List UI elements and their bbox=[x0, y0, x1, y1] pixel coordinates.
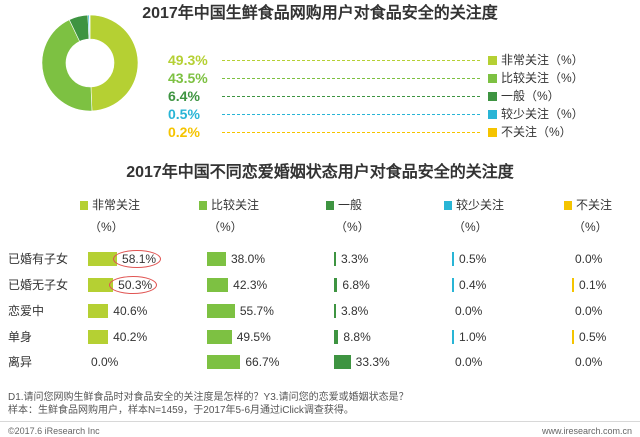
legend-swatch bbox=[488, 55, 497, 65]
bar-value-label: 0.0% bbox=[575, 355, 603, 369]
row-label: 单身 bbox=[8, 330, 33, 344]
column-header-label: 不关注 bbox=[576, 198, 613, 212]
bar-value-label: 0.0% bbox=[91, 355, 119, 369]
bar-value-label: 1.0% bbox=[459, 330, 487, 344]
donut-slice bbox=[41, 19, 93, 112]
column-header-unit: （%） bbox=[335, 220, 370, 234]
donut-value-label: 0.5% bbox=[168, 106, 200, 122]
row-label: 离异 bbox=[8, 355, 33, 369]
column-header-swatch bbox=[199, 201, 207, 210]
highlight-ring bbox=[109, 276, 158, 294]
footnote-sample: 样本：生鲜食品网购用户，样本N=1459，于2017年5-6月通过iClick调… bbox=[8, 405, 354, 416]
column-header-unit: （%） bbox=[89, 220, 124, 234]
bar-value-label: 0.5% bbox=[459, 252, 487, 266]
legend-swatch bbox=[488, 127, 497, 137]
bar-chart-title: 2017年中国不同恋爱婚姻状态用户对食品安全的关注度 bbox=[126, 164, 514, 181]
column-header-swatch bbox=[80, 201, 88, 210]
bar-value-label: 6.8% bbox=[342, 278, 370, 292]
footer-divider bbox=[0, 421, 640, 422]
bar bbox=[88, 278, 114, 292]
bar bbox=[207, 278, 229, 292]
legend-swatch bbox=[488, 109, 497, 119]
copyright: ©2017.6 iResearch Inc bbox=[8, 426, 100, 436]
bar bbox=[334, 330, 339, 344]
bar bbox=[572, 330, 574, 344]
column-header-swatch bbox=[326, 201, 334, 210]
bar-value-label: 55.7% bbox=[239, 304, 274, 318]
bar-value-label: 38.0% bbox=[231, 252, 266, 266]
legend-swatch bbox=[488, 73, 497, 83]
bar bbox=[334, 252, 336, 266]
legend-label: 比较关注（%） bbox=[501, 71, 584, 85]
bar-value-label: 3.3% bbox=[341, 252, 369, 266]
column-header-label: 比较关注 bbox=[211, 198, 260, 212]
bar bbox=[207, 330, 232, 344]
bar bbox=[207, 252, 226, 266]
row-label: 已婚有子女 bbox=[8, 252, 69, 266]
donut-value-label: 6.4% bbox=[168, 88, 200, 104]
bar-value-label: 33.3% bbox=[355, 355, 390, 369]
bar-value-label: 0.4% bbox=[459, 278, 487, 292]
legend-label: 不关注（%） bbox=[501, 125, 572, 139]
bar bbox=[88, 252, 118, 266]
row-label: 恋爱中 bbox=[8, 304, 45, 318]
bar bbox=[452, 330, 454, 344]
bar bbox=[334, 304, 336, 318]
bar bbox=[334, 355, 351, 369]
legend-leader-line bbox=[222, 96, 480, 97]
footnote-question: D1.请问您网购生鲜食品时对食品安全的关注度是怎样的？Y3.请问您的恋爱或婚姻状… bbox=[8, 392, 409, 403]
column-header-label: 较少关注 bbox=[456, 198, 505, 212]
bar bbox=[452, 278, 454, 292]
donut-slice bbox=[89, 14, 91, 40]
donut-value-label: 43.5% bbox=[168, 70, 208, 86]
column-header-label: 非常关注 bbox=[92, 198, 141, 212]
website: www.iresearch.com.cn bbox=[541, 426, 632, 436]
column-header-swatch bbox=[564, 201, 572, 210]
bar-value-label: 40.6% bbox=[113, 304, 148, 318]
bar bbox=[452, 252, 454, 266]
bar-value-label: 40.2% bbox=[113, 330, 148, 344]
donut-value-label: 0.2% bbox=[168, 124, 200, 140]
column-header-unit: （%） bbox=[208, 220, 243, 234]
bar-value-label: 3.8% bbox=[341, 304, 369, 318]
bar bbox=[88, 330, 109, 344]
donut-chart-title: 2017年中国生鲜食品网购用户对食品安全的关注度 bbox=[142, 5, 498, 22]
bar-value-label: 42.3% bbox=[233, 278, 268, 292]
bar-value-label: 8.8% bbox=[343, 330, 371, 344]
donut-slice bbox=[89, 14, 139, 112]
bar bbox=[207, 355, 241, 369]
row-label: 已婚无子女 bbox=[8, 278, 69, 292]
legend-leader-line bbox=[222, 114, 480, 115]
legend-swatch bbox=[488, 91, 497, 101]
donut-value-label: 49.3% bbox=[168, 52, 208, 68]
bar-value-label: 0.0% bbox=[455, 304, 483, 318]
bar bbox=[207, 304, 235, 318]
bar-value-label: 0.5% bbox=[579, 330, 607, 344]
bar-value-label: 0.0% bbox=[575, 304, 603, 318]
highlight-ring bbox=[113, 250, 162, 268]
legend-leader-line bbox=[222, 60, 480, 61]
legend-leader-line bbox=[222, 78, 480, 79]
column-header-swatch bbox=[444, 201, 452, 210]
bar-value-label: 0.0% bbox=[575, 252, 603, 266]
bar bbox=[88, 304, 109, 318]
bar bbox=[334, 278, 338, 292]
column-header-unit: （%） bbox=[453, 220, 488, 234]
column-header-unit: （%） bbox=[573, 220, 608, 234]
bar bbox=[572, 278, 574, 292]
donut-chart bbox=[41, 14, 139, 112]
legend-label: 较少关注（%） bbox=[501, 107, 584, 121]
legend-label: 一般（%） bbox=[501, 89, 560, 103]
bar-value-label: 66.7% bbox=[245, 355, 280, 369]
bar-value-label: 0.0% bbox=[455, 355, 483, 369]
column-header-label: 一般 bbox=[338, 198, 363, 212]
bar-value-label: 49.5% bbox=[236, 330, 271, 344]
legend-label: 非常关注（%） bbox=[501, 53, 584, 67]
bar-value-label: 0.1% bbox=[579, 278, 607, 292]
legend-leader-line bbox=[222, 132, 480, 133]
